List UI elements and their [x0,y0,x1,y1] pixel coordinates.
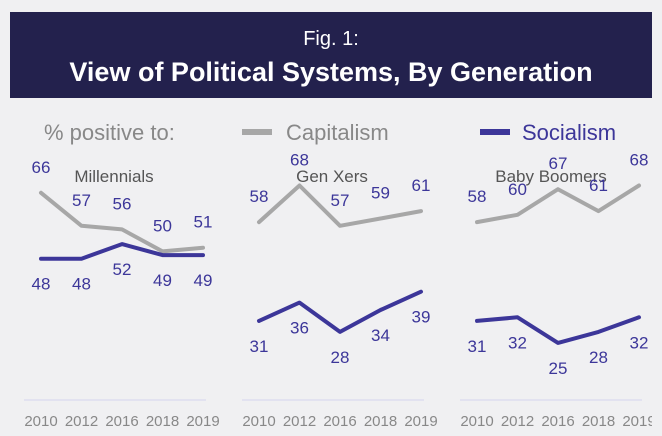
series-line-socialism [257,289,423,334]
data-label-socialism: 49 [194,271,213,290]
x-tick-label: 2016 [105,413,138,430]
data-label-socialism: 39 [412,308,431,327]
data-label-socialism: 48 [72,275,91,294]
data-label-socialism: 28 [589,348,608,367]
x-tick-label: 2012 [65,413,98,430]
data-label-capitalism: 60 [508,180,527,199]
data-label-socialism: 31 [250,337,269,356]
x-tick-label: 2018 [146,413,179,430]
chart-panels: Millennials 2010 2012 2016 2018 2019 66 57 56 50 5… [24,151,652,430]
panel-title: Gen Xers [296,167,368,186]
legend-socialism-label: Socialism [522,120,616,145]
legend-capitalism-label: Capitalism [286,120,389,145]
data-label-socialism: 32 [630,333,649,352]
data-label-capitalism: 56 [113,194,132,213]
panel-title: Baby Boomers [495,167,607,186]
series-line-capitalism [475,183,641,225]
series-line-capitalism [39,190,205,254]
data-label-capitalism: 51 [194,213,213,232]
panel-1: Gen Xers 2010 2012 2016 2018 2019 58 68 57 59 61 31… [242,151,438,430]
data-label-capitalism: 68 [630,151,649,170]
x-tick-label: 2019 [186,413,219,430]
x-tick-label: 2016 [541,413,574,430]
x-tick-label: 2010 [24,413,57,430]
panel-0: Millennials 2010 2012 2016 2018 2019 66 57 56 50 5… [24,158,220,430]
data-label-capitalism: 61 [412,176,431,195]
data-label-capitalism: 58 [468,187,487,206]
panel-2: Baby Boomers 2010 2012 2016 2018 2019 58 60 67 61… [460,151,652,430]
data-label-capitalism: 67 [549,154,568,173]
x-tick-label: 2018 [582,413,615,430]
x-tick-label: 2019 [622,413,652,430]
figure-header: Fig. 1: View of Political Systems, By Ge… [10,12,652,98]
data-label-capitalism: 61 [589,176,608,195]
series-line-socialism [475,315,641,345]
data-label-capitalism: 57 [331,191,350,210]
x-tick-label: 2012 [501,413,534,430]
data-label-capitalism: 59 [371,184,390,203]
x-tick-label: 2018 [364,413,397,430]
data-label-socialism: 52 [113,260,132,279]
data-label-capitalism: 57 [72,191,91,210]
data-label-capitalism: 68 [290,151,309,170]
data-label-socialism: 48 [32,275,51,294]
data-label-socialism: 25 [549,359,568,378]
data-label-capitalism: 58 [250,187,269,206]
chart-panel: % positive to: Capitalism Socialism Mill… [10,98,652,436]
legend-prefix: % positive to: [44,120,175,145]
series-line-capitalism [257,183,423,228]
data-label-socialism: 31 [468,337,487,356]
chart-svg: % positive to: Capitalism Socialism Mill… [24,120,652,430]
figure-title: View of Political Systems, By Generation [69,57,593,87]
data-label-capitalism: 50 [153,216,172,235]
data-label-socialism: 36 [290,319,309,338]
data-label-socialism: 28 [331,348,350,367]
figure-number: Fig. 1: [303,28,359,50]
series-line-socialism [39,242,205,261]
data-label-socialism: 32 [508,333,527,352]
data-label-socialism: 49 [153,271,172,290]
x-tick-label: 2012 [283,413,316,430]
x-tick-label: 2016 [323,413,356,430]
x-tick-label: 2019 [404,413,437,430]
data-label-capitalism: 66 [32,158,51,177]
panel-title: Millennials [74,167,153,186]
data-label-socialism: 34 [371,326,390,345]
x-tick-label: 2010 [460,413,493,430]
x-tick-label: 2010 [242,413,275,430]
